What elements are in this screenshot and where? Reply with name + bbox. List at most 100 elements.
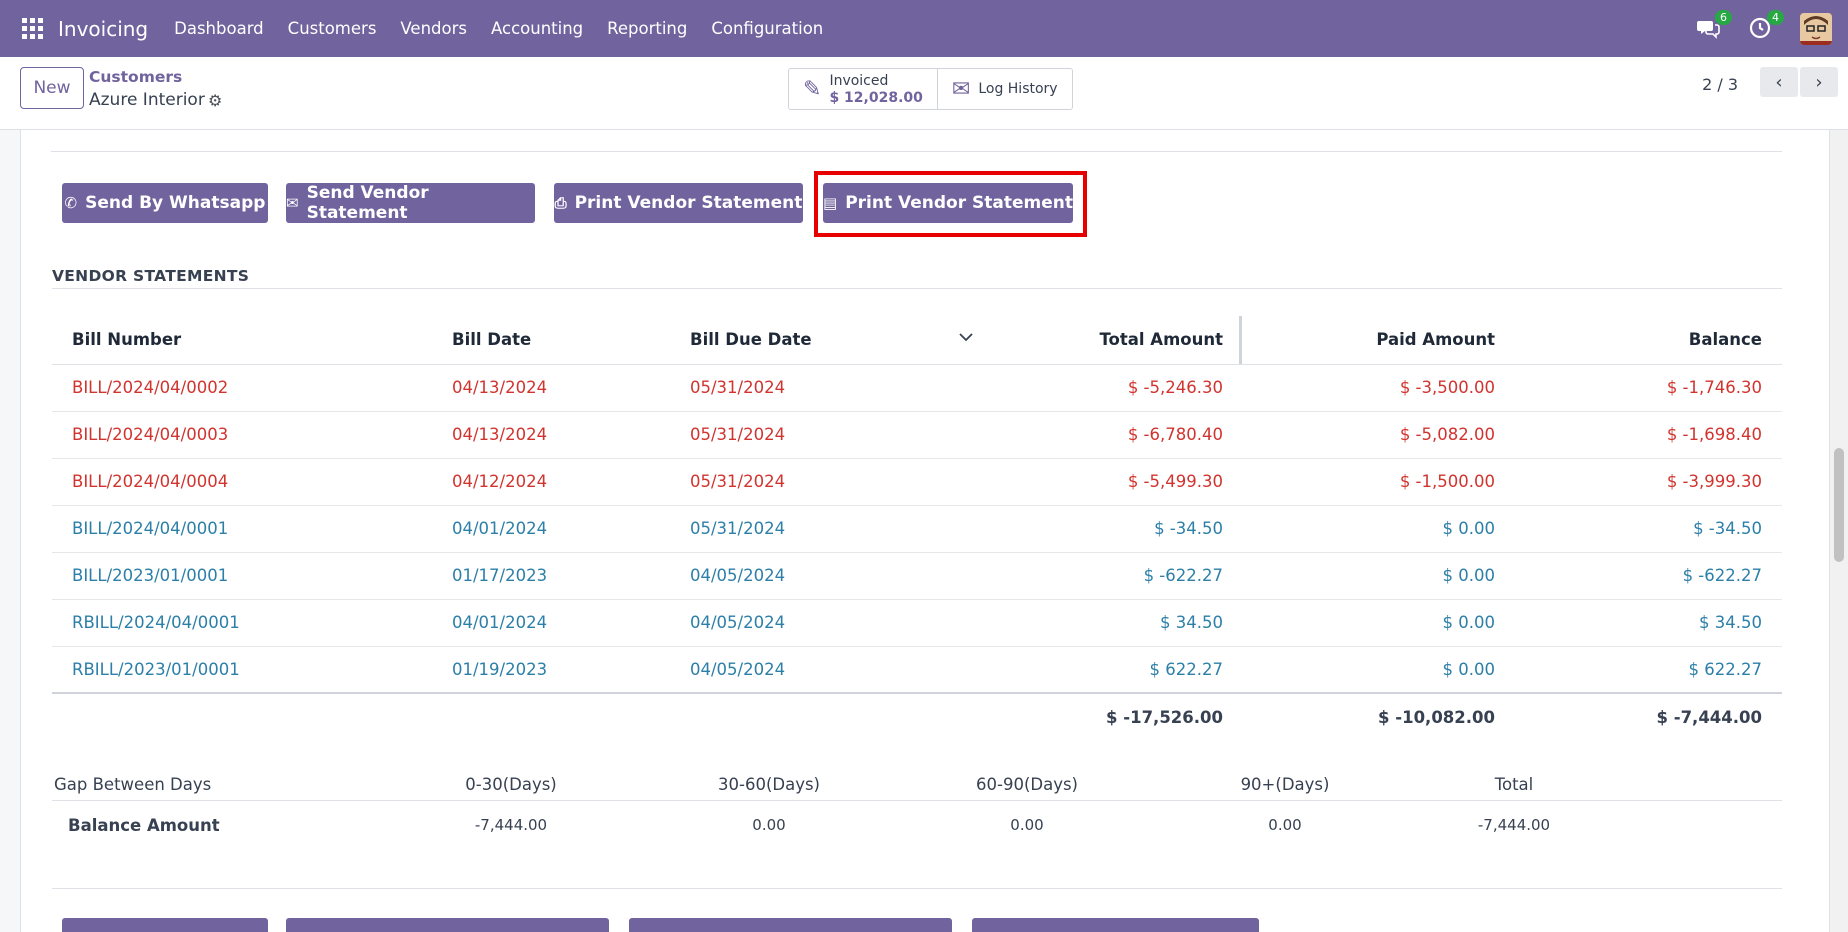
table-row[interactable]: BILL/2024/04/0003 04/13/2024 05/31/2024 …: [52, 411, 1782, 459]
highlight-box: [814, 171, 1087, 237]
table-row[interactable]: RBILL/2023/01/0001 01/19/2023 04/05/2024…: [52, 646, 1782, 694]
section-title: VENDOR STATEMENTS: [52, 267, 250, 285]
whatsapp-icon: ✆: [64, 194, 78, 212]
chevron-down-icon[interactable]: [959, 330, 973, 346]
activities-badge: 4: [1767, 9, 1784, 25]
clock-icon: [1749, 17, 1771, 38]
total-amount: $ -5,499.30: [970, 458, 1243, 506]
log-history-smart-button[interactable]: ✉ Log History: [936, 69, 1072, 109]
menu-reporting[interactable]: Reporting: [607, 19, 688, 38]
print-vendor-statement-button[interactable]: ⎙ Print Vendor Statement: [554, 183, 803, 223]
print-vendor-statement-xls-label: Print Vendor Statement: [845, 193, 1073, 213]
pager-value[interactable]: 2 / 3: [1702, 75, 1738, 94]
invoiced-label: Invoiced: [829, 72, 889, 89]
header-gap-between-days: Gap Between Days: [52, 770, 382, 801]
print-vendor-statement-button-bottom[interactable]: [629, 918, 952, 932]
send-vendor-statement-label: Send Vendor Statement: [306, 183, 429, 223]
send-whatsapp-button[interactable]: ✆ Send By Whatsapp: [62, 183, 268, 223]
pager-previous-button[interactable]: ‹: [1760, 67, 1798, 97]
balance: $ -1,746.30: [1515, 364, 1782, 412]
bill-number: BILL/2024/04/0003: [52, 411, 432, 459]
print-vendor-statement-xls-button[interactable]: ▤ Print Vendor Statement: [823, 183, 1073, 223]
chevron-left-icon: ‹: [1775, 71, 1783, 93]
header-bill-due-date[interactable]: Bill Due Date: [670, 316, 970, 365]
menu-configuration[interactable]: Configuration: [711, 19, 824, 38]
header-total-amount[interactable]: Total Amount: [970, 316, 1243, 365]
header-paid-amount[interactable]: Paid Amount: [1243, 316, 1515, 365]
bill-number: BILL/2024/04/0004: [52, 458, 432, 506]
bill-date: 01/17/2023: [432, 552, 670, 600]
balance: $ -1,698.40: [1515, 411, 1782, 459]
scrollbar-thumb[interactable]: [1834, 448, 1844, 562]
divider: [51, 151, 1782, 152]
envelope-icon: ✉: [951, 76, 971, 102]
chevron-right-icon: ›: [1815, 71, 1823, 93]
menu-vendors[interactable]: Vendors: [400, 19, 467, 38]
aging-60-90: 0.00: [1010, 816, 1044, 835]
bill-date: 04/01/2024: [432, 599, 670, 647]
navbar-systray: 6 4: [1696, 0, 1848, 57]
activities-icon[interactable]: 4: [1748, 9, 1784, 42]
invoiced-smart-button[interactable]: ✎ Invoiced $ 12,028.00: [789, 69, 937, 109]
total-amount: $ 34.50: [970, 599, 1243, 647]
app-grid-icon[interactable]: [22, 17, 44, 40]
header-90-plus-days: 90+(Days): [1156, 770, 1414, 801]
menu-accounting[interactable]: Accounting: [491, 19, 584, 38]
menu-customers[interactable]: Customers: [287, 19, 377, 38]
header-60-90-days: 60-90(Days): [898, 770, 1156, 801]
table-row[interactable]: BILL/2023/01/0001 01/17/2023 04/05/2024 …: [52, 552, 1782, 600]
table-row[interactable]: RBILL/2024/04/0001 04/01/2024 04/05/2024…: [52, 599, 1782, 647]
balance-amount-label: Balance Amount: [68, 815, 220, 835]
messages-badge: 6: [1715, 9, 1732, 25]
send-whatsapp-button-bottom[interactable]: [62, 918, 268, 932]
balance: $ 34.50: [1515, 599, 1782, 647]
user-face-icon: [1800, 12, 1832, 45]
vendor-statements-table: Bill Number Bill Date Bill Due Date Tota…: [52, 316, 1782, 740]
header-bill-date[interactable]: Bill Date: [432, 316, 670, 365]
column-resize-handle[interactable]: [1239, 316, 1242, 364]
total-amount-sum: $ -17,526.00: [970, 692, 1243, 740]
header-total: Total: [1414, 770, 1614, 801]
bill-due-date: 05/31/2024: [670, 364, 970, 412]
menu-dashboard[interactable]: Dashboard: [174, 19, 264, 38]
app-name[interactable]: Invoicing: [58, 16, 149, 41]
aging-table: Gap Between Days 0-30(Days) 30-60(Days) …: [52, 770, 1782, 850]
send-vendor-statement-button[interactable]: ✉ Send Vendor Statement: [286, 183, 535, 223]
user-avatar[interactable]: [1800, 12, 1832, 45]
total-amount: $ -6,780.40: [970, 411, 1243, 459]
table-row[interactable]: BILL/2024/04/0002 04/13/2024 05/31/2024 …: [52, 364, 1782, 412]
print-vendor-statement-label: Print Vendor Statement: [574, 193, 803, 213]
vertical-scrollbar[interactable]: [1830, 130, 1848, 932]
breadcrumb-customers[interactable]: Customers: [89, 68, 183, 86]
aging-30-60: 0.00: [752, 816, 786, 835]
header-bill-number[interactable]: Bill Number: [52, 316, 432, 365]
divider: [52, 288, 1782, 289]
total-amount: $ -622.27: [970, 552, 1243, 600]
header-30-60-days: 30-60(Days): [640, 770, 898, 801]
table-row[interactable]: BILL/2024/04/0004 04/12/2024 05/31/2024 …: [52, 458, 1782, 506]
total-amount: $ -5,246.30: [970, 364, 1243, 412]
aging-90-plus: 0.00: [1268, 816, 1302, 835]
print-vendor-statement-xls-button-bottom[interactable]: [972, 918, 1259, 932]
bill-number: BILL/2024/04/0002: [52, 364, 432, 412]
bill-date: 04/13/2024: [432, 411, 670, 459]
envelope-icon: ✉: [286, 194, 299, 212]
header-balance[interactable]: Balance: [1515, 316, 1782, 365]
send-vendor-statement-button-bottom[interactable]: [286, 918, 609, 932]
balance: $ 622.27: [1515, 646, 1782, 694]
pager-next-button[interactable]: ›: [1800, 67, 1838, 97]
paid-amount: $ 0.00: [1243, 646, 1515, 694]
edit-document-icon: ✎: [803, 76, 822, 102]
table-row[interactable]: BILL/2024/04/0001 04/01/2024 05/31/2024 …: [52, 505, 1782, 553]
aging-0-30: -7,444.00: [474, 816, 548, 835]
gear-icon[interactable]: ⚙: [208, 91, 223, 110]
total-amount: $ 622.27: [970, 646, 1243, 694]
new-button[interactable]: New: [20, 67, 84, 109]
control-panel: New Customers Azure Interior ⚙ ✎ Invoice…: [0, 57, 1848, 130]
bill-due-date: 04/05/2024: [670, 646, 970, 694]
chat-bubbles-icon: [1697, 20, 1720, 39]
bill-due-date: 05/31/2024: [670, 411, 970, 459]
aging-total: -7,444.00: [1477, 816, 1551, 835]
messages-icon[interactable]: 6: [1696, 9, 1732, 42]
record-title: Azure Interior: [89, 90, 205, 110]
